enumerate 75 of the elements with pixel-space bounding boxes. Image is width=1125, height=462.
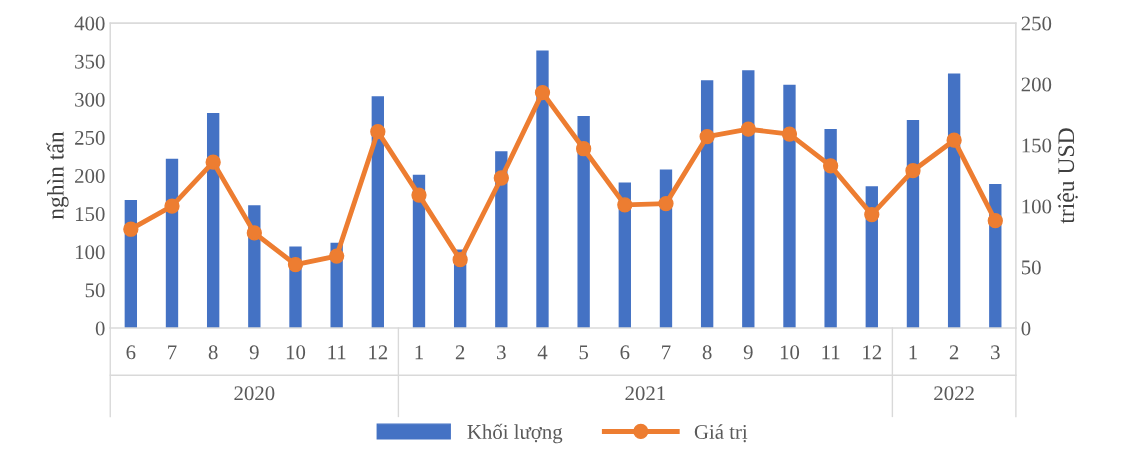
y2-tick-label: 100 <box>1022 199 1052 214</box>
bar <box>783 84 796 329</box>
point <box>987 213 1003 229</box>
x-tick-label: 10 <box>780 345 800 360</box>
x-tick-label: 11 <box>822 345 840 360</box>
point <box>123 221 139 237</box>
x-tick-label: 1 <box>415 345 423 360</box>
x-tick-label: 3 <box>991 345 1000 360</box>
text: 2021 <box>625 386 665 401</box>
x-tick-label: 7 <box>662 345 671 360</box>
point <box>822 158 839 174</box>
x-tick-label: 8 <box>702 345 712 360</box>
y-tick-label: 0 <box>95 321 105 336</box>
x-tick-label: 12 <box>369 345 388 360</box>
bar <box>206 113 220 329</box>
bar <box>824 129 837 329</box>
x-tick-label: 12 <box>863 345 882 360</box>
y-tick-label: 150 <box>75 207 105 222</box>
x-tick-label: 2 <box>949 345 959 360</box>
point <box>411 187 427 203</box>
y-tick-label: 100 <box>75 245 105 260</box>
point <box>164 198 180 214</box>
bar <box>536 50 549 329</box>
x-tick-label: 11 <box>328 345 346 360</box>
y-tick-label: 300 <box>75 92 105 107</box>
point <box>781 126 798 142</box>
y2-axis-title: triệu USD <box>1057 128 1078 224</box>
x-tick-label: 4 <box>537 345 548 360</box>
x-tick-label: 3 <box>497 345 506 360</box>
point <box>576 141 592 157</box>
x-tick-label: 8 <box>208 345 218 360</box>
y2-tick-label: 150 <box>1022 138 1052 153</box>
point <box>329 248 345 264</box>
y-tick-label: 400 <box>74 16 105 31</box>
y2-tick-label: 0 <box>1021 321 1031 336</box>
bar <box>742 70 755 329</box>
x-tick-label: 5 <box>579 345 589 360</box>
bar <box>906 119 920 329</box>
y-tick-label: 250 <box>75 130 105 145</box>
text: 2020 <box>234 386 275 401</box>
y2-tick-label: 250 <box>1021 16 1052 31</box>
y-tick-label: 200 <box>75 168 105 183</box>
y2-tick-label: 200 <box>1021 77 1052 92</box>
bar <box>947 73 961 329</box>
y-axis-title: nghìn tấn <box>46 131 69 220</box>
x-tick-label: 2 <box>455 345 465 360</box>
y2-tick-label: 50 <box>1021 260 1041 275</box>
x-tick-label: 6 <box>620 345 630 360</box>
text: 2022 <box>934 386 974 401</box>
point <box>205 154 221 170</box>
bar <box>700 80 714 329</box>
bar <box>577 116 590 329</box>
point <box>699 128 715 145</box>
point <box>617 197 633 213</box>
x-tick-label: 9 <box>249 345 259 360</box>
x-tick-label: 10 <box>286 345 306 360</box>
y-tick-label: 350 <box>75 54 105 69</box>
point <box>370 124 386 140</box>
point <box>452 252 468 268</box>
point <box>740 121 756 137</box>
point <box>534 84 551 101</box>
x-tick-label: 1 <box>909 345 917 360</box>
legend-label: Giá trị <box>694 424 748 443</box>
x-tick-label: 9 <box>743 345 753 360</box>
y-tick-label: 50 <box>85 283 105 298</box>
point <box>658 195 674 212</box>
point <box>287 256 304 273</box>
point <box>493 170 509 186</box>
legend-label: Khối lượng <box>467 423 563 444</box>
x-tick-label: 6 <box>126 345 136 360</box>
point <box>946 132 962 148</box>
x-tick-label: 7 <box>168 345 177 360</box>
point <box>246 225 262 241</box>
point <box>905 163 921 179</box>
point <box>864 206 880 223</box>
